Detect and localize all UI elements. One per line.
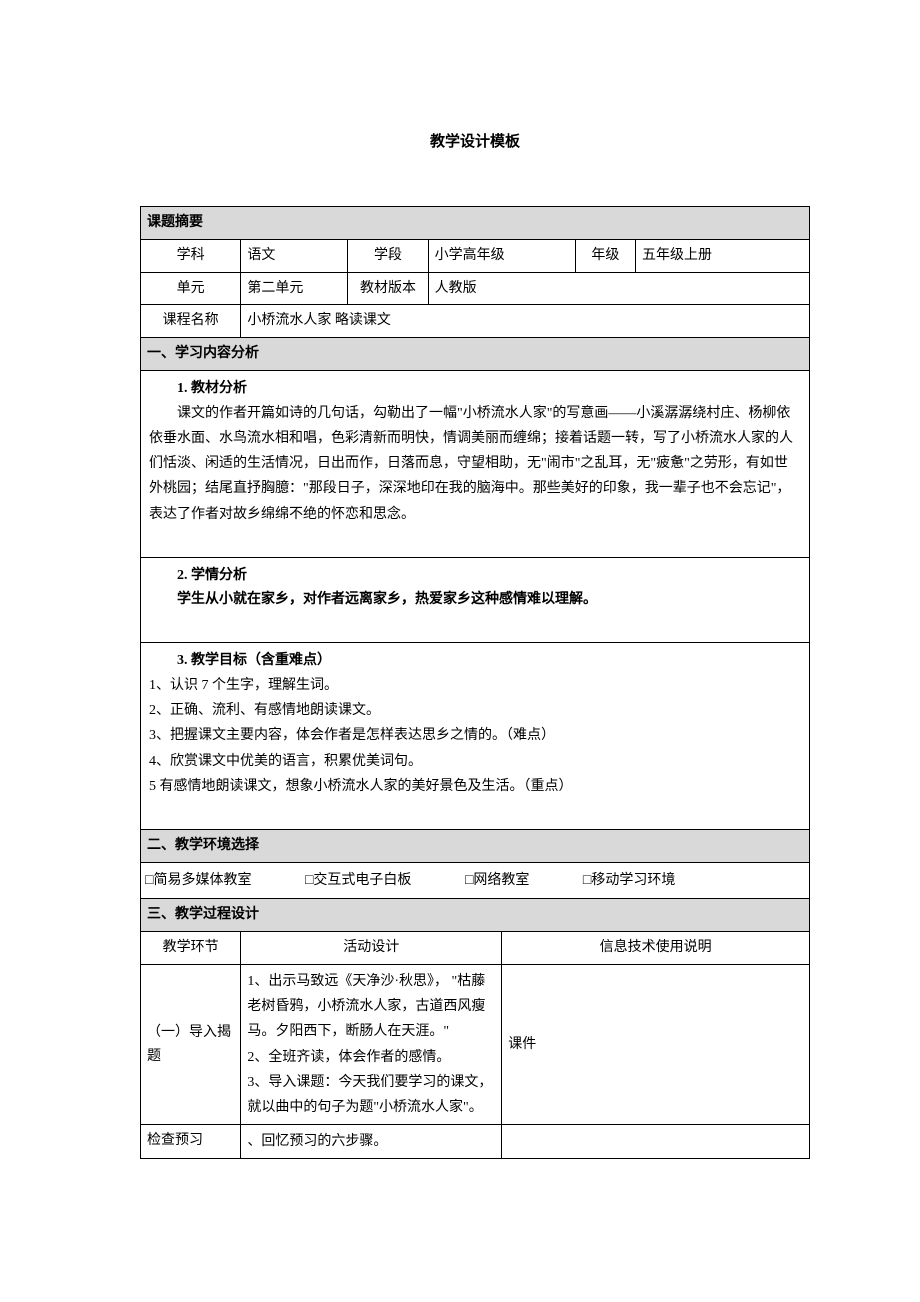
- process-row-1: （一）导入揭题 1、出示马致远《天净沙·秋思》， "枯藤老树昏鸦，小桥流水人家，…: [141, 965, 810, 1125]
- process-env-2: 检查预习: [141, 1125, 241, 1159]
- subject-value: 语文: [241, 239, 348, 272]
- summary-row-1: 学科 语文 学段 小学高年级 年级 五年级上册: [141, 239, 810, 272]
- process-activity-1: 1、出示马致远《天净沙·秋思》， "枯藤老树昏鸦，小桥流水人家，古道西风瘦马。夕…: [241, 965, 502, 1125]
- summary-row-3: 课程名称 小桥流水人家 略读课文: [141, 305, 810, 338]
- goal-item-2: 2、正确、流利、有感情地朗读课文。: [149, 698, 801, 723]
- goal-item-5: 5 有感情地朗读课文，想象小桥流水人家的美好景色及生活。（重点）: [149, 774, 801, 799]
- process-activity-2: 、回忆预习的六步骤。: [241, 1125, 502, 1159]
- col-activity-header: 活动设计: [241, 932, 502, 965]
- env-option-4: □移动学习环境: [583, 869, 675, 893]
- stage-label: 学段: [348, 239, 428, 272]
- goal-item-3: 3、把握课文主要内容，体会作者是怎样表达思乡之情的。（难点）: [149, 723, 801, 748]
- env-option-3: □网络教室: [465, 869, 529, 893]
- lesson-design-table: 课题摘要 学科 语文 学段 小学高年级 年级 五年级上册 单元 第二单元 教材版…: [140, 206, 810, 1159]
- stage-value: 小学高年级: [428, 239, 575, 272]
- teaching-goals-block: 3. 教学目标（含重难点） 1、认识 7 个生字，理解生词。 2、正确、流利、有…: [141, 643, 810, 830]
- unit-label: 单元: [141, 272, 241, 305]
- textbook-value: 人教版: [428, 272, 809, 305]
- process-columns-row: 教学环节 活动设计 信息技术使用说明: [141, 932, 810, 965]
- goal-item-1: 1、认识 7 个生字，理解生词。: [149, 673, 801, 698]
- teaching-goals-heading: 3. 教学目标（含重难点）: [149, 649, 801, 673]
- col-env-header: 教学环节: [141, 932, 241, 965]
- grade-label: 年级: [575, 239, 635, 272]
- section1-header: 一、学习内容分析: [141, 338, 810, 371]
- process-tech-2: [502, 1125, 810, 1159]
- student-analysis-heading: 2. 学情分析: [149, 564, 801, 588]
- env-option-2: □交互式电子白板: [305, 869, 411, 893]
- env-option-1: □简易多媒体教室: [145, 869, 251, 893]
- course-value: 小桥流水人家 略读课文: [241, 305, 810, 338]
- textbook-analysis-heading: 1. 教材分析: [149, 377, 801, 401]
- textbook-analysis-text: 课文的作者开篇如诗的几句话，勾勒出了一幅"小桥流水人家"的写意画——小溪潺潺绕村…: [149, 401, 801, 527]
- summary-row-2: 单元 第二单元 教材版本 人教版: [141, 272, 810, 305]
- summary-header: 课题摘要: [141, 207, 810, 240]
- process-tech-1: 课件: [502, 965, 810, 1125]
- document-title: 教学设计模板: [140, 130, 810, 151]
- environment-options-row: □简易多媒体教室 □交互式电子白板 □网络教室 □移动学习环境: [141, 862, 810, 899]
- textbook-label: 教材版本: [348, 272, 428, 305]
- student-analysis-text: 学生从小就在家乡，对作者远离家乡，热爱家乡这种感情难以理解。: [149, 587, 801, 612]
- goal-item-4: 4、欣赏课文中优美的语言，积累优美词句。: [149, 749, 801, 774]
- col-tech-header: 信息技术使用说明: [502, 932, 810, 965]
- process-env-1: （一）导入揭题: [141, 965, 241, 1125]
- process-row-2: 检查预习 、回忆预习的六步骤。: [141, 1125, 810, 1159]
- unit-value: 第二单元: [241, 272, 348, 305]
- subject-label: 学科: [141, 239, 241, 272]
- course-label: 课程名称: [141, 305, 241, 338]
- section2-header: 二、教学环境选择: [141, 829, 810, 862]
- grade-value: 五年级上册: [636, 239, 810, 272]
- student-analysis-block: 2. 学情分析 学生从小就在家乡，对作者远离家乡，热爱家乡这种感情难以理解。: [141, 557, 810, 643]
- textbook-analysis-block: 1. 教材分析 课文的作者开篇如诗的几句话，勾勒出了一幅"小桥流水人家"的写意画…: [141, 370, 810, 557]
- section3-header: 三、教学过程设计: [141, 899, 810, 932]
